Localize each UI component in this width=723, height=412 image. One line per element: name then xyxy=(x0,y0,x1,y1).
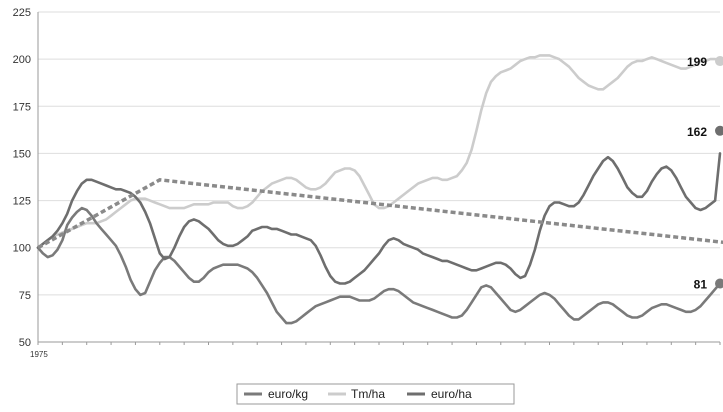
y-tick-label-225: 225 xyxy=(13,7,31,19)
legend-label-euro-kg: euro/kg xyxy=(268,387,308,401)
end-marker-euro-ha xyxy=(715,125,723,136)
y-tick-label-200: 200 xyxy=(13,54,31,66)
gridlines xyxy=(38,11,720,343)
legend-label-euro-ha: euro/ha xyxy=(431,387,472,401)
series-line-euro-ha xyxy=(36,152,722,285)
series-line-euro-kg xyxy=(36,206,722,325)
end-labels: 81 199 162 xyxy=(687,55,723,292)
axes: 50 75 100 125 150 175 200 225 1975 xyxy=(13,7,721,359)
legend: euro/kg Tm/ha euro/ha xyxy=(236,383,515,405)
end-label-euro-ha: 162 xyxy=(687,125,707,139)
trend-lines xyxy=(37,177,723,250)
end-marker-euro-kg xyxy=(715,278,723,289)
y-tick-label-50: 50 xyxy=(19,337,31,349)
y-tick-label-100: 100 xyxy=(13,243,31,255)
end-marker-tm-ha xyxy=(715,56,723,67)
series-line-tm-ha xyxy=(36,54,722,249)
y-tick-label-75: 75 xyxy=(19,290,31,302)
trend-line-0 xyxy=(37,177,723,250)
x-tick-label-start: 1975 xyxy=(30,350,48,359)
end-label-euro-kg: 81 xyxy=(694,278,708,292)
legend-box xyxy=(236,383,515,405)
legend-label-tm-ha: Tm/ha xyxy=(351,387,385,401)
y-tick-label-175: 175 xyxy=(13,101,31,113)
series xyxy=(36,54,722,325)
end-label-tm-ha: 199 xyxy=(687,55,707,69)
y-tick-label-150: 150 xyxy=(13,148,31,160)
y-tick-label-125: 125 xyxy=(13,196,31,208)
